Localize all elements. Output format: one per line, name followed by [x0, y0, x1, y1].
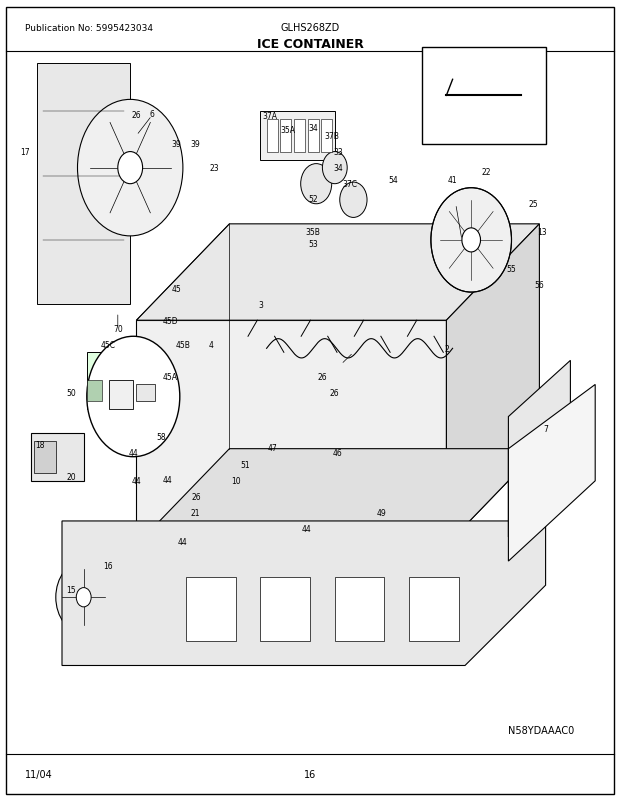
- Text: 70: 70: [113, 324, 123, 334]
- Text: 39: 39: [190, 140, 200, 149]
- Text: 15: 15: [66, 585, 76, 594]
- Bar: [422, 48, 546, 144]
- Text: 53: 53: [308, 240, 318, 249]
- Polygon shape: [136, 449, 539, 545]
- Polygon shape: [446, 225, 539, 545]
- Text: 45: 45: [172, 284, 182, 294]
- Circle shape: [301, 164, 332, 205]
- Circle shape: [340, 183, 367, 218]
- Bar: [267, 120, 278, 152]
- Bar: [87, 353, 118, 409]
- Text: 44: 44: [128, 448, 138, 458]
- Text: Publication No: 5995423034: Publication No: 5995423034: [25, 23, 153, 33]
- Text: 45A: 45A: [163, 372, 178, 382]
- Text: 20: 20: [66, 472, 76, 482]
- Bar: [335, 577, 384, 642]
- Bar: [108, 381, 133, 409]
- Text: 33: 33: [333, 148, 343, 157]
- Text: 26: 26: [131, 111, 141, 120]
- Text: 50: 50: [66, 388, 76, 398]
- Text: 2: 2: [444, 344, 449, 354]
- Bar: [294, 120, 305, 152]
- Bar: [34, 441, 56, 473]
- Text: 37B: 37B: [324, 132, 339, 141]
- Bar: [136, 385, 155, 401]
- Text: 47: 47: [268, 443, 278, 452]
- Text: 45B: 45B: [175, 340, 190, 350]
- Bar: [186, 577, 236, 642]
- Text: 34: 34: [333, 164, 343, 173]
- Circle shape: [462, 229, 480, 253]
- Bar: [260, 577, 310, 642]
- Text: 6: 6: [149, 110, 154, 119]
- Text: 23: 23: [209, 164, 219, 173]
- Text: 26: 26: [317, 372, 327, 382]
- Circle shape: [118, 152, 143, 184]
- Polygon shape: [508, 361, 570, 537]
- Text: 13: 13: [538, 228, 547, 237]
- Text: 4: 4: [208, 340, 213, 350]
- Circle shape: [76, 588, 91, 607]
- Text: 44: 44: [302, 525, 312, 534]
- Text: 21: 21: [190, 508, 200, 518]
- Circle shape: [56, 561, 112, 634]
- Text: 35B: 35B: [306, 228, 321, 237]
- Text: 34: 34: [308, 124, 318, 133]
- Text: 37C: 37C: [343, 180, 358, 189]
- Text: GLHS268ZD: GLHS268ZD: [280, 23, 340, 33]
- Text: 26: 26: [191, 492, 201, 502]
- Bar: [409, 577, 459, 642]
- Text: 37A: 37A: [262, 111, 277, 121]
- Text: 39: 39: [172, 140, 182, 149]
- Text: 45D: 45D: [162, 316, 179, 326]
- Text: 10: 10: [231, 476, 241, 486]
- Bar: [321, 120, 332, 152]
- Text: 45C: 45C: [101, 340, 116, 350]
- Text: 41: 41: [448, 176, 458, 185]
- Circle shape: [431, 188, 512, 293]
- Polygon shape: [62, 521, 546, 666]
- Text: 11/04: 11/04: [25, 769, 53, 779]
- Text: 7: 7: [543, 424, 548, 434]
- Text: 17: 17: [20, 148, 30, 157]
- Bar: [87, 381, 102, 401]
- Text: 35A: 35A: [281, 125, 296, 135]
- Text: 44: 44: [131, 476, 141, 486]
- Text: 46: 46: [333, 448, 343, 458]
- Circle shape: [78, 100, 183, 237]
- Text: 44: 44: [162, 475, 172, 484]
- Bar: [280, 120, 291, 152]
- Text: 22: 22: [482, 168, 492, 177]
- Text: 16: 16: [104, 561, 113, 570]
- Polygon shape: [136, 225, 539, 321]
- Text: 26: 26: [330, 388, 340, 398]
- Text: 49: 49: [376, 508, 386, 518]
- Bar: [260, 112, 335, 160]
- Text: 18: 18: [35, 440, 45, 450]
- Text: N58YDAAAC0: N58YDAAAC0: [508, 725, 575, 735]
- Bar: [308, 120, 319, 152]
- Text: 44: 44: [178, 537, 188, 546]
- Polygon shape: [37, 64, 130, 305]
- Text: 3: 3: [258, 300, 263, 310]
- Text: 55: 55: [507, 264, 516, 273]
- Bar: [31, 433, 84, 481]
- Text: 52: 52: [308, 194, 318, 204]
- Text: 58: 58: [156, 432, 166, 442]
- Text: 16: 16: [304, 769, 316, 779]
- Polygon shape: [136, 321, 446, 545]
- Circle shape: [87, 337, 180, 457]
- Text: 25: 25: [528, 200, 538, 209]
- Text: 56: 56: [534, 280, 544, 290]
- Circle shape: [322, 152, 347, 184]
- Polygon shape: [508, 385, 595, 561]
- Text: 54: 54: [389, 176, 399, 185]
- Text: ICE CONTAINER: ICE CONTAINER: [257, 38, 363, 51]
- Text: 51: 51: [240, 460, 250, 470]
